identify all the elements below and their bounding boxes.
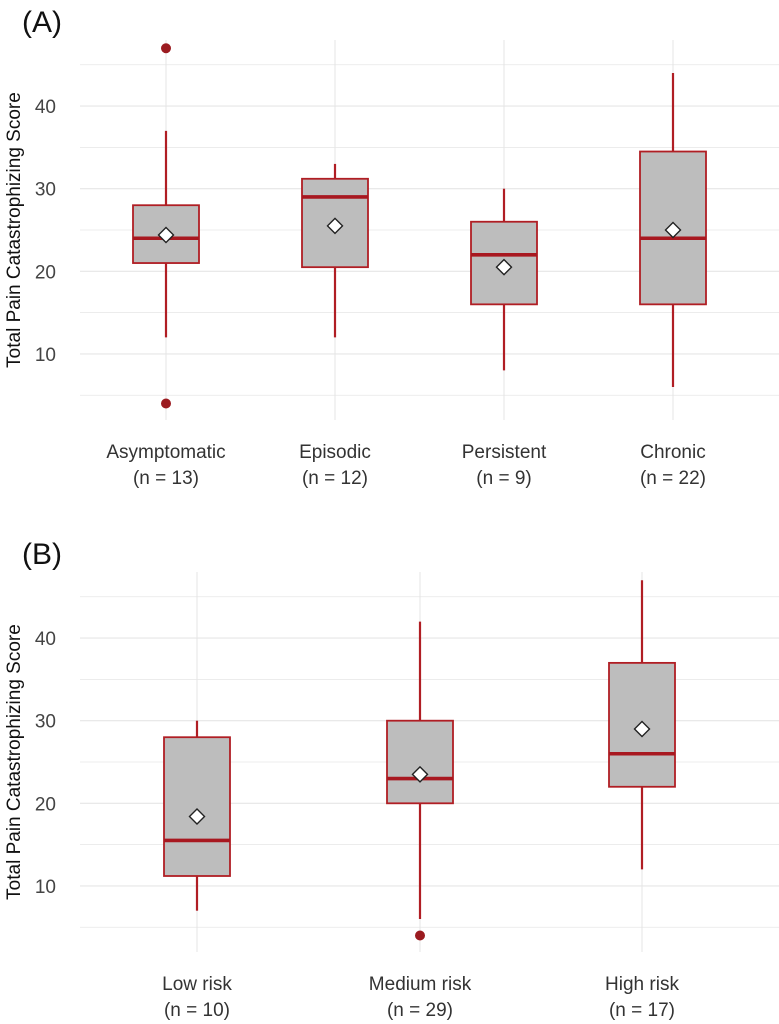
- box-0: [163, 720, 231, 911]
- outlier-point: [161, 43, 171, 54]
- mean-marker: [495, 258, 513, 276]
- y-tick-label: 30: [35, 180, 56, 201]
- mean-marker: [326, 217, 344, 235]
- x-tick-label: Chronic: [640, 442, 705, 463]
- x-tick-sample-size: (n = 22): [640, 468, 706, 489]
- y-axis-label: Total Pain Catastrophizing Score: [4, 92, 25, 368]
- panel-label: (A): [22, 6, 62, 39]
- y-tick-label: 10: [35, 345, 56, 366]
- iqr-box: [163, 736, 231, 877]
- iqr-box: [386, 719, 454, 805]
- mean-marker: [188, 808, 206, 826]
- panel-b: 10 20 30 40 Total Pain Catastrophizing Score…: [4, 538, 779, 1021]
- x-tick-label: Episodic: [299, 442, 371, 463]
- mean-marker: [664, 221, 682, 239]
- x-tick-label: Medium risk: [369, 974, 472, 995]
- x-tick-sample-size: (n = 13): [133, 468, 199, 489]
- box-1: [386, 621, 454, 941]
- x-tick-sample-size: (n = 29): [387, 1000, 453, 1021]
- x-tick-label: Asymptomatic: [106, 442, 225, 463]
- y-tick-label: 40: [35, 629, 56, 650]
- box-3: [639, 73, 707, 387]
- box-0: [132, 43, 200, 409]
- y-tick-label: 30: [35, 712, 56, 733]
- box-1: [301, 163, 369, 338]
- y-tick-label: 10: [35, 877, 56, 898]
- y-tick-label: 20: [35, 794, 56, 815]
- y-axis-label: Total Pain Catastrophizing Score: [4, 624, 25, 900]
- x-tick-label: High risk: [605, 974, 679, 995]
- mean-marker: [411, 765, 429, 783]
- mean-marker: [633, 720, 651, 738]
- box-2: [470, 188, 538, 371]
- x-tick-label: Persistent: [462, 442, 547, 463]
- x-tick-sample-size: (n = 10): [164, 1000, 230, 1021]
- y-tick-label: 20: [35, 262, 56, 283]
- x-tick-sample-size: (n = 9): [476, 468, 531, 489]
- x-tick-sample-size: (n = 17): [609, 1000, 675, 1021]
- panel-label: (B): [22, 538, 62, 571]
- y-tick-label: 40: [35, 97, 56, 118]
- x-tick-sample-size: (n = 12): [302, 468, 368, 489]
- outlier-point: [415, 930, 425, 941]
- mean-marker: [157, 226, 175, 244]
- x-tick-label: Low risk: [162, 974, 232, 995]
- outlier-point: [161, 398, 171, 409]
- box-2: [608, 580, 676, 870]
- panel-a: 10 20 30 40 Total Pain Catastrophizing Score…: [4, 6, 779, 489]
